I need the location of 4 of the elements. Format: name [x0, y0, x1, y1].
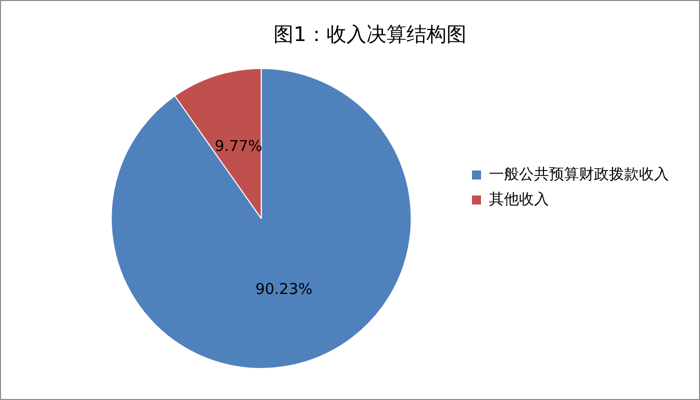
chart-title: 图1：收入决算结构图 [274, 22, 466, 46]
legend-label: 其他收入 [489, 190, 549, 208]
legend-label: 一般公共预算财政拨款收入 [489, 164, 669, 183]
data-label: 90.23% [255, 280, 313, 298]
